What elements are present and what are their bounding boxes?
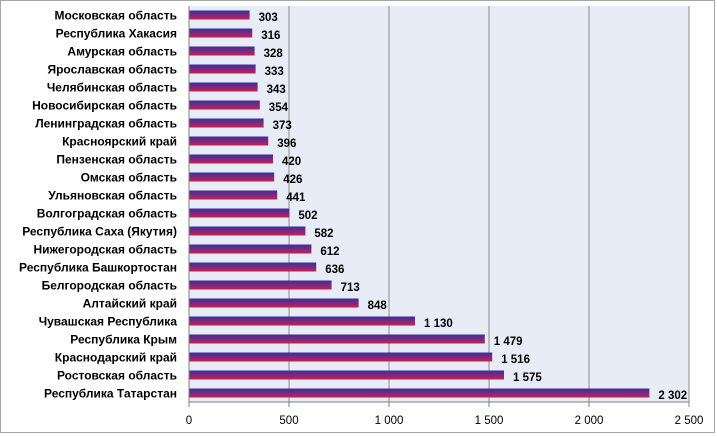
category-label: Ярославская область xyxy=(47,63,177,77)
value-label: 354 xyxy=(269,102,289,114)
value-label: 713 xyxy=(341,282,360,294)
category-label: Республика Татарстан xyxy=(44,387,177,401)
value-label: 426 xyxy=(283,174,302,186)
bar xyxy=(189,118,264,128)
x-tick-label: 0 xyxy=(186,415,192,427)
x-tick-label: 500 xyxy=(279,415,298,427)
value-label: 612 xyxy=(320,246,339,258)
value-label: 343 xyxy=(267,84,286,96)
category-label: Краснодарский край xyxy=(55,351,177,365)
bar xyxy=(189,190,278,200)
category-label: Республика Крым xyxy=(70,333,177,347)
bar xyxy=(189,10,250,20)
value-labels: 303 316 328 333 343 354 373 396 420 426 441 502 582 6… xyxy=(259,12,688,402)
value-label: 1 479 xyxy=(494,336,523,348)
value-label: 303 xyxy=(259,12,278,24)
bar xyxy=(189,226,306,236)
value-label: 316 xyxy=(261,30,280,42)
value-label: 441 xyxy=(286,192,306,204)
bar xyxy=(189,244,312,254)
value-label: 328 xyxy=(264,48,284,60)
x-tick-label: 2 500 xyxy=(675,415,704,427)
bar xyxy=(189,352,493,362)
category-label: Республика Саха (Якутия) xyxy=(22,225,177,239)
category-label: Новосибирская область xyxy=(32,99,177,113)
bar xyxy=(189,370,504,380)
value-label: 1 130 xyxy=(424,318,453,330)
bar xyxy=(189,334,485,344)
bar xyxy=(189,28,253,38)
value-label: 333 xyxy=(265,66,284,78)
category-label: Красноярский край xyxy=(62,135,177,149)
category-labels: Московская область Республика Хакасия Амур… xyxy=(19,9,177,401)
bar xyxy=(189,388,650,398)
bar xyxy=(189,316,415,326)
category-label: Ленинградская область xyxy=(35,117,177,131)
bar xyxy=(189,172,275,182)
x-tick-label: 1 000 xyxy=(375,415,404,427)
value-label: 502 xyxy=(298,210,317,222)
bar xyxy=(189,100,260,110)
category-label: Алтайский край xyxy=(83,297,177,311)
bar xyxy=(189,136,269,146)
bar xyxy=(189,46,255,56)
value-label: 396 xyxy=(277,138,296,150)
value-label: 2 302 xyxy=(658,390,687,402)
category-label: Нижегородская область xyxy=(33,243,177,257)
category-label: Амурская область xyxy=(67,45,177,59)
bars xyxy=(189,10,650,398)
x-tick-label: 1 500 xyxy=(475,415,504,427)
bar xyxy=(189,262,317,272)
bar xyxy=(189,82,258,92)
bar xyxy=(189,280,332,290)
category-label: Омская область xyxy=(81,171,177,185)
category-label: Московская область xyxy=(55,9,177,23)
value-label: 636 xyxy=(325,264,344,276)
category-label: Белгородская область xyxy=(42,279,177,293)
category-label: Ульяновская область xyxy=(48,189,177,203)
category-label: Чувашская Республика xyxy=(39,315,178,329)
value-label: 1 516 xyxy=(501,354,530,366)
category-label: Волгоградская область xyxy=(37,207,177,221)
bar xyxy=(189,208,290,218)
value-label: 582 xyxy=(314,228,333,240)
x-tick-label: 2 000 xyxy=(575,415,604,427)
value-label: 848 xyxy=(368,300,388,312)
bar xyxy=(189,298,359,308)
category-label: Республика Хакасия xyxy=(56,27,177,41)
value-label: 1 575 xyxy=(513,372,542,384)
bar xyxy=(189,154,273,164)
value-label: 373 xyxy=(273,120,292,132)
category-label: Республика Башкортостан xyxy=(19,261,177,275)
category-label: Пензенская область xyxy=(56,153,177,167)
x-axis-ticks: 0 500 1 000 1 500 2 000 2 500 xyxy=(186,402,704,427)
category-label: Челябинская область xyxy=(47,81,177,95)
value-label: 420 xyxy=(282,156,301,168)
bar xyxy=(189,64,256,74)
category-label: Ростовская область xyxy=(57,369,177,383)
